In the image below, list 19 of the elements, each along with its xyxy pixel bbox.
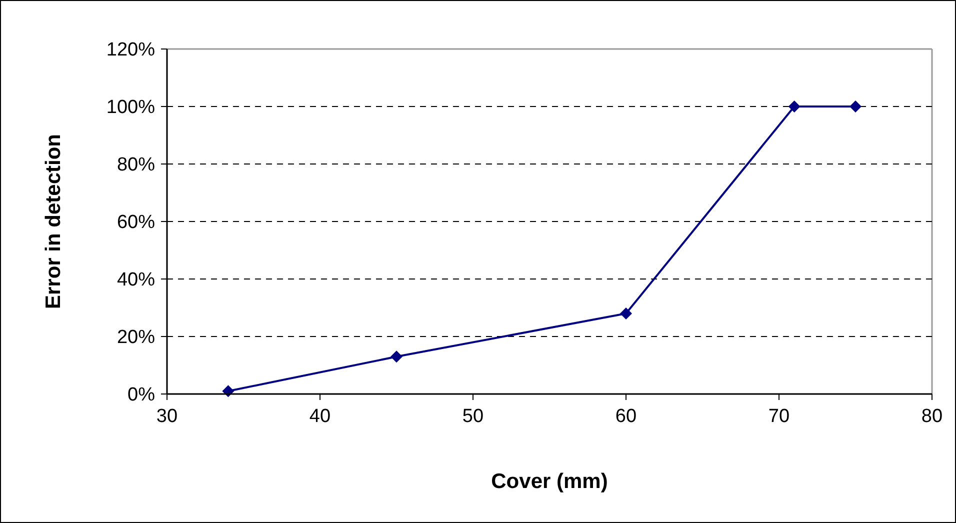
point (788, 100, 800, 112)
x-tick-label: 30 (156, 406, 178, 427)
y-tick-label: 60% (116, 212, 156, 234)
y-tick-label: 20% (116, 327, 156, 348)
x-tick-label: 80 (921, 406, 943, 427)
y-axis-title: Error in detection (42, 134, 65, 310)
point (850, 100, 862, 112)
x-axis-title: Cover (mm) (491, 470, 608, 493)
y-tick-label: 120% (106, 40, 156, 61)
x-tick-label: 70 (768, 406, 790, 427)
point (620, 308, 632, 320)
y-tick-label: 100% (106, 97, 156, 118)
x-tick-label: 60 (615, 406, 637, 427)
y-tick-label: 80% (116, 154, 156, 176)
y-tick-label: 40% (116, 270, 156, 291)
x-tick-label: 40 (309, 406, 331, 427)
point (390, 350, 402, 363)
y-tick-label: 0% (128, 384, 156, 406)
x-tick-label: 50 (462, 406, 484, 427)
